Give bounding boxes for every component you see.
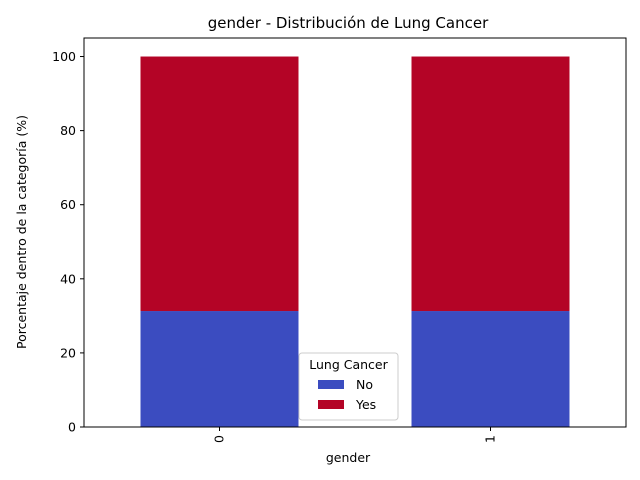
- legend-label-yes: Yes: [355, 397, 376, 412]
- y-tick-label: 80: [60, 123, 76, 138]
- legend-label-no: No: [356, 377, 373, 392]
- legend: Lung Cancer No Yes: [298, 352, 399, 421]
- x-tick-label: 0: [212, 435, 227, 443]
- y-tick-label: 0: [68, 420, 76, 435]
- chart-title: gender - Distribución de Lung Cancer: [208, 14, 489, 32]
- plot-frame: [83, 37, 627, 428]
- bar-yes-1: [411, 56, 570, 312]
- bar-yes-0: [140, 56, 299, 312]
- bar-no-1: [411, 311, 570, 427]
- y-axis: 0 20 40 60 80 100: [52, 49, 84, 435]
- y-tick-label: 60: [60, 197, 76, 212]
- bars-group: [140, 56, 570, 427]
- bar-no-0: [140, 311, 299, 427]
- y-tick-label: 40: [60, 271, 76, 286]
- y-axis-label: Porcentaje dentro de la categoría (%): [14, 115, 29, 349]
- legend-swatch-yes: [318, 400, 344, 409]
- legend-swatch-no: [318, 380, 344, 389]
- x-tick-label: 1: [483, 435, 498, 443]
- legend-title: Lung Cancer: [309, 357, 388, 372]
- x-axis-label: gender: [326, 450, 371, 465]
- y-tick-label: 100: [52, 49, 76, 64]
- y-tick-label: 20: [60, 345, 76, 360]
